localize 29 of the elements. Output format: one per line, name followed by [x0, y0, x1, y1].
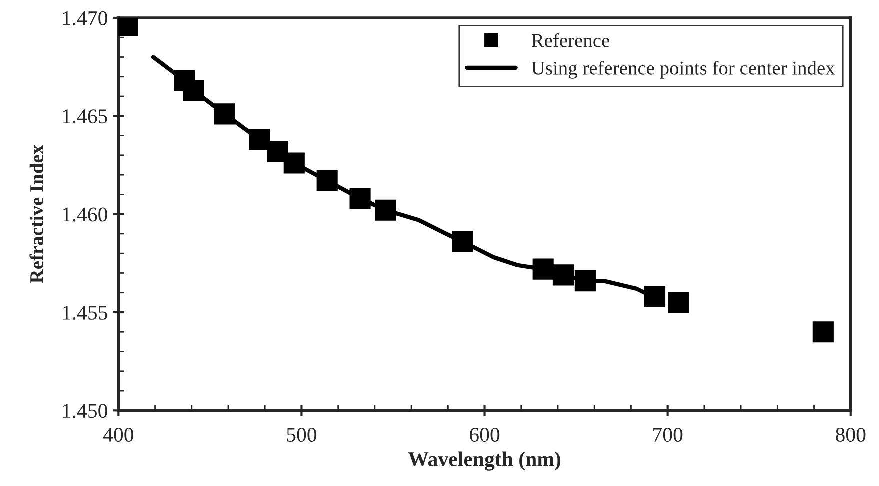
legend-label: Reference — [532, 33, 610, 48]
y-tick-label: 1.455 — [63, 306, 108, 320]
point — [574, 270, 596, 292]
point — [350, 188, 371, 210]
x-tick-label: 400 — [103, 428, 134, 442]
x-axis-title: Wavelength (nm) — [408, 452, 561, 471]
y-tick-label: 1.460 — [63, 208, 108, 222]
point — [375, 200, 396, 221]
y-tick-label: 1.465 — [63, 110, 108, 124]
point — [532, 258, 554, 280]
point — [668, 292, 690, 314]
point — [452, 231, 474, 252]
point — [644, 286, 666, 308]
point — [214, 104, 236, 125]
point — [812, 322, 834, 343]
point — [284, 152, 305, 174]
legend-label: Using reference points for center index — [532, 61, 836, 79]
y-tick-label: 1.450 — [63, 404, 108, 418]
x-tick-label: 500 — [287, 428, 317, 442]
point — [183, 80, 204, 102]
y-tick-label: 1.470 — [63, 11, 108, 26]
point — [249, 129, 270, 150]
x-tick-label: 800 — [836, 428, 866, 442]
point — [267, 140, 288, 162]
x-tick-label: 600 — [470, 428, 500, 442]
x-tick-label: 700 — [654, 428, 683, 442]
point — [316, 170, 338, 192]
point — [552, 264, 574, 286]
y-axis-title: Refractive Index — [30, 145, 44, 284]
